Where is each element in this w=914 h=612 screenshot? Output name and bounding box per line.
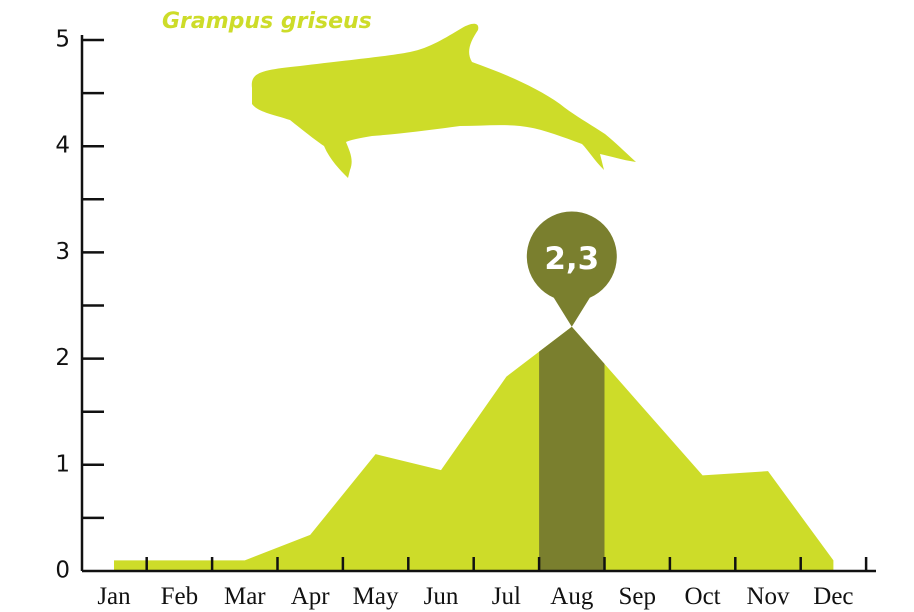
chart: Grampus griseus 2,3 0 1 2 3 4 5 Jan Feb Mar Apr May… bbox=[0, 0, 914, 612]
callout-label: 2,3 bbox=[544, 241, 599, 277]
x-tick-label: Jun bbox=[424, 583, 459, 610]
x-tick-label: Oct bbox=[685, 583, 721, 610]
y-tick-label: 5 bbox=[55, 27, 70, 53]
x-tick-label: May bbox=[353, 583, 399, 610]
x-tick-label: Aug bbox=[550, 583, 594, 610]
x-tick-label: Jul bbox=[492, 583, 521, 610]
chart-title: Grampus griseus bbox=[162, 9, 372, 34]
x-tick-label: Sep bbox=[618, 583, 656, 610]
x-tick-label: Apr bbox=[291, 583, 331, 610]
x-tick-label: Mar bbox=[224, 583, 266, 610]
whale-silhouette bbox=[252, 24, 636, 178]
y-tick-label: 1 bbox=[55, 451, 70, 477]
x-tick-label: Jan bbox=[97, 583, 131, 610]
x-tick-label: Feb bbox=[161, 583, 199, 610]
y-tick-label: 4 bbox=[55, 133, 70, 159]
y-tick-label: 2 bbox=[55, 345, 70, 371]
area bbox=[114, 327, 833, 571]
y-tick-label: 0 bbox=[55, 558, 70, 584]
y-tick-label: 3 bbox=[55, 239, 70, 265]
x-tick-label: Nov bbox=[746, 583, 790, 610]
x-tick-label: Dec bbox=[813, 583, 853, 610]
